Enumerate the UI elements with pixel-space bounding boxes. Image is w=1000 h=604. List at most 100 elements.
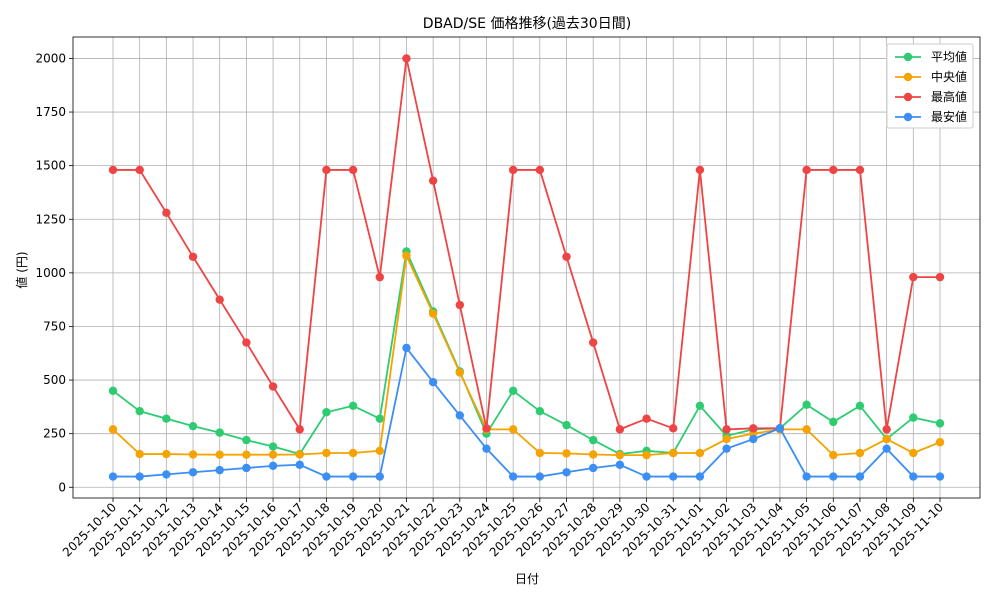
data-point — [402, 54, 411, 63]
y-tick-label: 1750 — [35, 105, 66, 119]
data-point — [268, 382, 278, 391]
data-point — [909, 272, 918, 282]
data-point — [562, 468, 571, 477]
data-point — [135, 165, 144, 175]
legend-item: 最安値 — [895, 109, 967, 124]
data-point — [428, 309, 438, 318]
data-point — [295, 460, 304, 469]
y-tick-label: 1250 — [35, 212, 66, 226]
legend-label: 最安値 — [931, 109, 967, 124]
y-axis-title: 値 (円) — [14, 251, 29, 288]
series-group — [108, 54, 945, 481]
chart-title: DBAD/SE 価格推移(過去30日間) — [423, 16, 631, 32]
data-point — [935, 419, 945, 428]
legend-label: 中央値 — [931, 69, 967, 84]
legend-marker — [903, 92, 913, 102]
data-point — [135, 449, 144, 459]
grid — [73, 37, 980, 498]
data-point — [562, 420, 571, 430]
data-point — [375, 272, 384, 282]
data-point — [375, 414, 384, 423]
data-point — [909, 472, 918, 481]
data-point — [909, 448, 918, 458]
data-point — [855, 448, 865, 458]
data-point — [402, 251, 411, 260]
data-point — [188, 421, 198, 431]
data-point — [135, 406, 144, 416]
data-point — [508, 425, 518, 434]
data-point — [535, 472, 545, 481]
data-point — [455, 368, 465, 377]
data-point — [135, 472, 144, 481]
data-point — [162, 449, 171, 459]
data-point — [242, 338, 251, 347]
data-point — [242, 435, 251, 445]
data-point — [749, 424, 758, 433]
data-point — [642, 414, 651, 423]
plot-frame — [72, 36, 981, 499]
data-point — [348, 472, 358, 481]
data-point — [642, 450, 651, 460]
data-point — [268, 461, 278, 471]
data-point — [375, 472, 384, 481]
data-point — [829, 450, 838, 460]
series-3 — [108, 54, 945, 434]
data-point — [588, 338, 598, 347]
legend-item: 中央値 — [895, 69, 967, 84]
data-point — [642, 472, 651, 481]
y-tick-label: 250 — [43, 427, 66, 441]
legend-item: 平均値 — [895, 49, 967, 64]
data-point — [882, 444, 891, 453]
data-point — [695, 165, 705, 175]
data-point — [508, 386, 518, 395]
data-point — [428, 378, 438, 387]
data-point — [829, 472, 838, 481]
data-point — [242, 450, 251, 459]
data-point — [188, 252, 198, 261]
data-point — [669, 472, 678, 481]
series-line — [112, 248, 941, 456]
data-point — [242, 463, 251, 473]
data-point — [935, 472, 945, 481]
data-point — [215, 295, 224, 304]
data-point — [615, 460, 625, 469]
data-point — [749, 434, 758, 444]
y-tick-label: 750 — [43, 319, 66, 333]
data-point — [162, 414, 171, 423]
data-point — [482, 444, 491, 453]
data-point — [855, 401, 865, 410]
data-point — [268, 450, 278, 459]
data-point — [935, 272, 945, 282]
data-point — [535, 448, 545, 458]
y-tick-label: 1500 — [35, 159, 66, 173]
data-point — [802, 472, 811, 481]
data-point — [348, 165, 358, 175]
data-point — [535, 406, 545, 416]
legend-label: 平均値 — [931, 49, 967, 64]
series-2 — [108, 251, 945, 460]
data-point — [322, 472, 331, 481]
data-point — [562, 252, 571, 261]
data-point — [615, 450, 625, 460]
data-point — [882, 425, 891, 434]
data-point — [829, 417, 838, 427]
data-point — [108, 425, 118, 434]
data-point — [588, 463, 598, 473]
y-tick-label: 1000 — [35, 266, 66, 280]
data-point — [455, 411, 465, 420]
data-point — [162, 470, 171, 479]
data-point — [215, 450, 224, 459]
data-point — [268, 442, 278, 451]
data-point — [215, 428, 224, 437]
data-point — [215, 465, 224, 475]
data-point — [722, 434, 731, 444]
data-point — [695, 401, 705, 410]
data-point — [348, 448, 358, 458]
data-point — [482, 424, 491, 433]
x-axis-title: 日付 — [515, 572, 539, 586]
data-point — [855, 472, 865, 481]
data-point — [322, 448, 331, 458]
data-point — [615, 425, 625, 434]
